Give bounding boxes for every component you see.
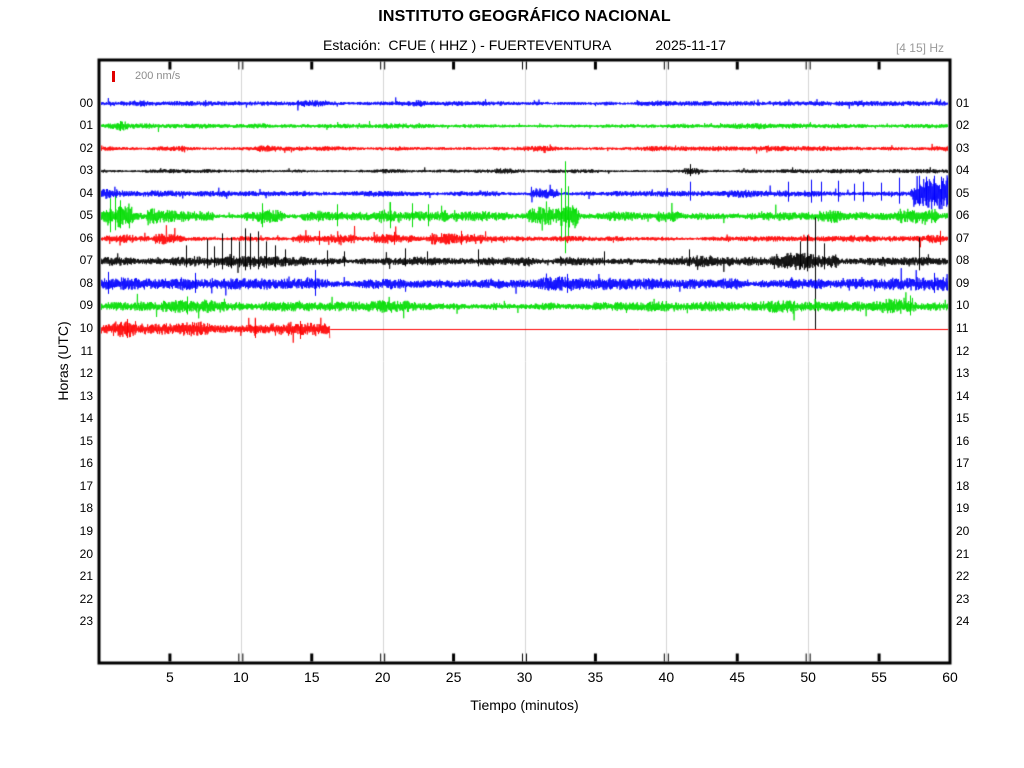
hour-label-right: 02: [956, 118, 970, 133]
hour-label-right: 19: [956, 501, 970, 516]
hour-label-right: 13: [956, 366, 970, 381]
x-tick-label: 30: [516, 669, 533, 685]
hour-label-right: 18: [956, 478, 970, 493]
x-tick-label: 20: [374, 669, 391, 685]
hour-label-left: 14: [79, 411, 93, 426]
hour-label-left: 16: [79, 456, 93, 471]
hour-label-left: 08: [79, 275, 93, 290]
hour-label-left: 07: [79, 253, 93, 268]
hour-label-left: 12: [79, 366, 93, 381]
hour-label-right: 17: [956, 456, 970, 471]
x-axis-label: Tiempo (minutos): [470, 697, 579, 713]
hour-label-left: 23: [79, 614, 93, 629]
amplitude-scale-label: 200 nm/s: [135, 70, 181, 82]
hour-label-right: 16: [956, 433, 970, 448]
hour-label-left: 10: [79, 321, 93, 335]
x-tick-label: 50: [800, 669, 816, 685]
station-label: Estación:: [323, 37, 381, 53]
hour-label-right: 22: [956, 569, 970, 584]
amplitude-scale-bar: [112, 71, 115, 82]
hour-label-left: 13: [79, 388, 93, 403]
hour-label-right: 12: [956, 343, 970, 358]
hour-label-right: 07: [956, 230, 970, 245]
hour-label-left: 18: [79, 501, 93, 516]
x-tick-label: 45: [729, 669, 746, 685]
station-info: Estación: CFUE ( HHZ ) - FUERTEVENTURA: [323, 37, 611, 53]
hour-label-right: 11: [956, 321, 969, 335]
hour-label-right: 04: [956, 163, 970, 178]
hour-label-right: 20: [956, 523, 970, 538]
hour-label-left: 21: [79, 569, 93, 584]
subtitle-row: Estación: CFUE ( HHZ ) - FUERTEVENTURA 2…: [99, 37, 950, 53]
hour-label-left: 05: [79, 208, 93, 223]
station-name: CFUE ( HHZ ) - FUERTEVENTURA: [388, 37, 612, 53]
hour-label-right: 24: [956, 614, 970, 629]
x-tick-label: 35: [587, 669, 604, 685]
hour-label-left: 01: [79, 118, 93, 133]
hour-label-right: 05: [956, 185, 970, 200]
hour-label-left: 04: [79, 185, 93, 200]
hour-label-right: 14: [956, 388, 970, 403]
hour-label-left: 02: [79, 140, 93, 155]
x-tick-label: 60: [942, 669, 958, 685]
hour-label-right: 01: [956, 95, 970, 110]
hour-label-right: 08: [956, 253, 970, 268]
hour-label-left: 17: [79, 478, 93, 493]
hour-label-right: 03: [956, 140, 970, 155]
hour-label-right: 23: [956, 591, 970, 606]
hour-label-left: 20: [79, 546, 93, 561]
hour-label-left: 03: [79, 163, 93, 178]
hour-label-left: 11: [80, 343, 93, 358]
hour-label-right: 15: [956, 411, 970, 426]
hour-label-left: 06: [79, 230, 93, 245]
hour-label-left: 15: [79, 433, 93, 448]
hour-label-left: 09: [79, 298, 93, 313]
x-tick-label: 15: [303, 669, 320, 685]
x-tick-label: 25: [445, 669, 462, 685]
hour-label-right: 21: [956, 546, 970, 561]
hour-label-left: 19: [79, 523, 93, 538]
x-tick-label: 5: [166, 669, 174, 685]
x-tick-label: 40: [658, 669, 675, 685]
x-tick-label: 10: [233, 669, 249, 685]
hour-label-left: 22: [79, 591, 93, 606]
hour-label-right: 09: [956, 275, 970, 290]
record-date: 2025-11-17: [655, 37, 726, 53]
y-axis-label: Horas (UTC): [55, 321, 71, 401]
hour-label-left: 00: [79, 95, 93, 110]
page-title: INSTITUTO GEOGRÁFICO NACIONAL: [378, 8, 671, 25]
hour-label-right: 10: [956, 298, 970, 313]
hour-label-right: 06: [956, 208, 970, 223]
filter-band-label: [4 15] Hz: [895, 41, 944, 55]
x-tick-label: 55: [871, 669, 887, 685]
